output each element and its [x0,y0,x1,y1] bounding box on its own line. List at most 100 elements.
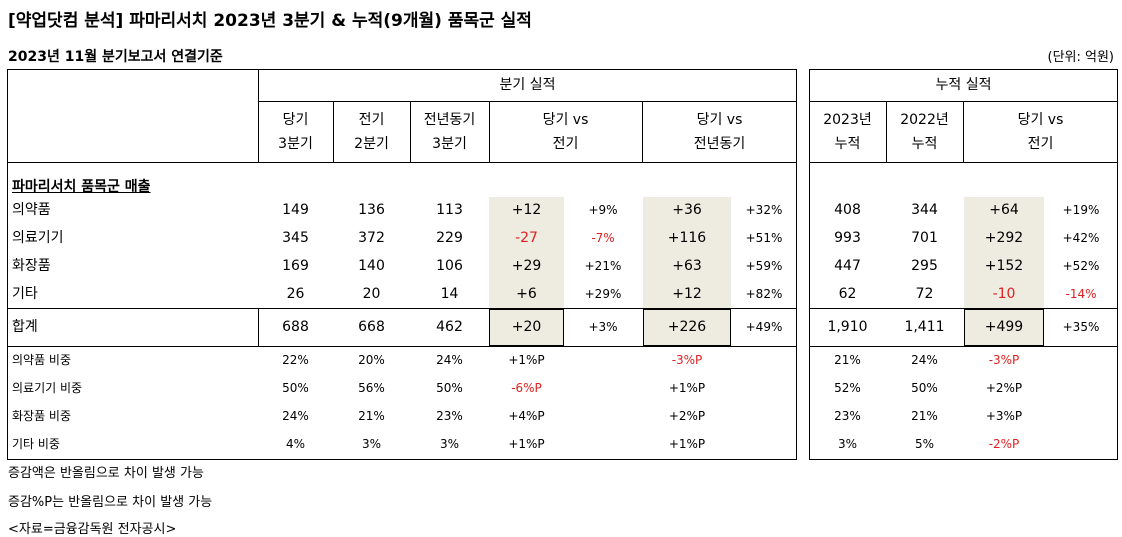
quarter-table-frame [7,69,797,460]
cell-q-cur: 4% [285,437,306,451]
cell-vs-cum: -3%P [988,353,1020,367]
cell-p-yoy: +82% [745,287,783,301]
cell-p-prev: +29% [584,287,622,301]
shade-total-vs-prev [489,309,564,346]
cell-vs-yoy: -3%P [671,353,703,367]
total-d-prev: +20 [511,319,542,335]
cell-c23: 3% [837,437,858,451]
unit-label: (단위: 억원) [1047,50,1115,65]
cell-vs-yoy: +1%P [668,437,706,451]
cell-d-prev: +6 [516,286,537,302]
cell-vs-cum: -2%P [988,437,1020,451]
cell-q-cur: 24% [282,409,309,423]
col-divider [258,69,259,162]
header-bottom-line-cum [809,162,1118,163]
col-divider [410,101,411,162]
total-q-cur: 688 [282,319,309,335]
cell-d-yoy: +12 [672,286,702,302]
cell-q-yoy: 14 [440,286,459,302]
cell-q-prev: 20% [358,353,385,367]
cell-label: 기타 [12,286,38,302]
col-header-vs-prev: 당기 vs 전기 [542,112,589,152]
col-header-q-yoy: 전년동기 3분기 [423,112,476,152]
cell-q-yoy: 23% [436,409,463,423]
col-header-vs-yoy: 당기 vs 전년동기 [693,112,746,152]
cell-q-prev: 21% [358,409,385,423]
cell-d-yoy: +63 [672,258,702,274]
col-divider [642,101,643,162]
total-c23: 1,910 [827,319,868,335]
cell-vs-prev: +1%P [508,353,545,367]
cell-d-prev: +29 [511,258,542,274]
total-d-cum: +499 [984,319,1024,335]
cell-p-cum: +52% [1062,259,1100,273]
cell-c23: 408 [834,202,861,218]
cell-c22: 5% [914,437,935,451]
total-bottom-line-cum [809,346,1118,347]
cell-p-cum: -14% [1065,287,1097,301]
cell-vs-yoy: +1%P [668,381,706,395]
cell-q-yoy: 106 [436,258,463,274]
shade-vs-prev [489,197,564,308]
cell-vs-prev: -6%P [511,381,542,395]
total-q-prev: 668 [358,319,385,335]
col-divider [886,101,887,162]
shade-vs-cum [964,197,1044,308]
cell-q-cur: 169 [282,258,309,274]
note-rounding-percent: 증감%P는 반올림으로 차이 발생 가능 [8,495,213,510]
cell-c23: 52% [834,381,861,395]
cell-p-prev: -7% [591,231,615,245]
col-divider [333,101,334,162]
cell-p-yoy: +51% [745,231,783,245]
report-title: [약업닷컴 분석] 파마리서치 2023년 3분기 & 누적(9개월) 품목군 … [8,11,532,31]
col-divider [963,101,964,162]
cell-label: 의료기기 비중 [12,381,83,395]
cell-c22: 21% [911,409,938,423]
cell-label: 의료기기 [12,230,64,246]
total-top-line [7,308,797,309]
cell-label: 화장품 [12,258,51,274]
col-header-cum-2023: 2023년 누적 [823,112,872,152]
col-header-q-prev: 전기 2분기 [354,112,389,152]
col-header-cum-2022: 2022년 누적 [900,112,949,152]
cell-c22: 295 [911,258,938,274]
header-bottom-line [7,162,797,163]
total-q-yoy: 462 [436,319,463,335]
total-bottom-line [7,346,797,347]
cell-q-cur: 345 [282,230,309,246]
cell-d-prev: -27 [515,230,538,246]
cum-group-header: 누적 실적 [935,77,992,93]
cell-c23: 62 [838,286,857,302]
quarter-group-header: 분기 실적 [499,77,556,93]
total-c22: 1,411 [904,319,945,335]
shade-total-vs-yoy [643,309,731,346]
cell-q-cur: 22% [282,353,309,367]
cell-q-prev: 3% [361,437,382,451]
col-header-cum-vs: 당기 vs 전기 [1017,112,1064,152]
shade-total-vs-cum [964,309,1044,346]
note-source: <자료=금융감독원 전자공시> [8,522,177,537]
cell-q-prev: 372 [358,230,385,246]
col-header-q-cur: 당기 3분기 [278,112,313,152]
cell-p-yoy: +59% [745,259,783,273]
cell-q-cur: 26 [286,286,305,302]
shade-vs-yoy [643,197,731,308]
cell-c22: 24% [911,353,938,367]
cell-vs-yoy: +2%P [668,409,706,423]
cell-d-prev: +12 [511,202,542,218]
cell-d-yoy: +116 [667,230,707,246]
total-label: 합계 [12,319,38,335]
cell-vs-cum: +3%P [985,409,1023,423]
note-rounding-amount: 증감액은 반올림으로 차이 발생 가능 [8,466,204,481]
cell-q-yoy: 229 [436,230,463,246]
cell-p-cum: +19% [1062,203,1100,217]
cell-d-cum: +152 [984,258,1024,274]
cell-q-prev: 56% [358,381,385,395]
cell-q-yoy: 113 [436,202,463,218]
cell-vs-prev: +1%P [508,437,545,451]
cell-label: 기타 비중 [12,437,60,451]
cell-c22: 344 [911,202,938,218]
cell-q-prev: 136 [358,202,385,218]
cell-c22: 701 [911,230,938,246]
cell-q-prev: 140 [358,258,385,274]
